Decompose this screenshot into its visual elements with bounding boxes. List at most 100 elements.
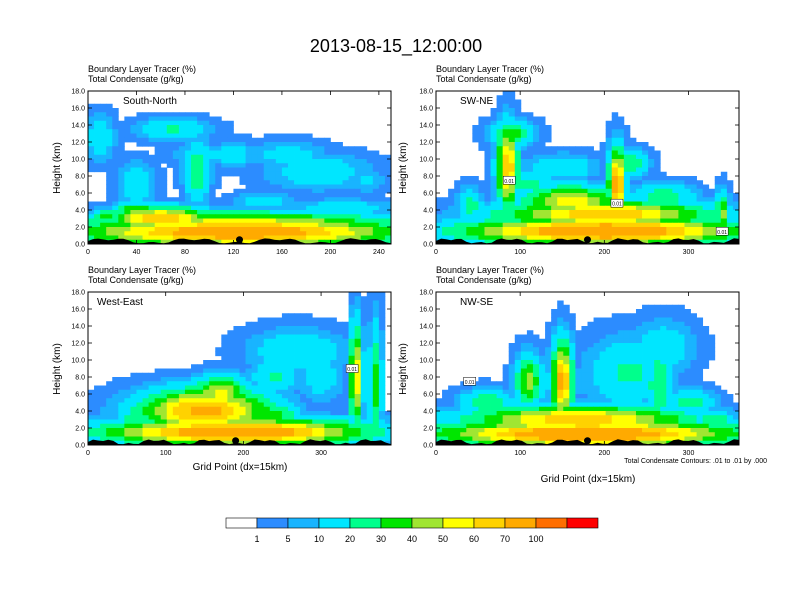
field-cell (696, 428, 704, 433)
field-cell (642, 218, 649, 224)
field-cell (160, 436, 168, 442)
field-cell (484, 227, 491, 232)
field-cell (263, 188, 271, 194)
field-cell (654, 381, 661, 386)
field-cell (300, 235, 307, 241)
field-cell (545, 381, 552, 386)
field-cell (306, 347, 313, 352)
field-cell (623, 377, 631, 382)
field-cell (160, 227, 168, 232)
field-cell (593, 364, 601, 369)
field-cell (312, 402, 319, 408)
field-cell (466, 188, 473, 194)
field-cell (654, 347, 661, 352)
field-cell (593, 321, 601, 327)
field-cell (318, 231, 325, 236)
field-cell (720, 398, 728, 403)
field-cell (378, 326, 386, 331)
field-cell (490, 180, 497, 185)
field-cell (366, 154, 374, 160)
field-cell (336, 415, 343, 420)
field-cell (557, 372, 564, 378)
field-cell (605, 188, 613, 194)
field-cell (732, 227, 739, 232)
field-cell (281, 440, 289, 445)
field-cell (100, 159, 107, 164)
field-cell (209, 411, 216, 416)
field-cell (209, 428, 216, 433)
field-cell (508, 385, 516, 391)
field-cell (203, 150, 210, 156)
field-cell (508, 116, 516, 122)
field-cell (605, 394, 613, 399)
field-cell (563, 205, 570, 211)
field-cell (642, 355, 649, 361)
field-cell (532, 125, 540, 130)
field-cell (642, 176, 649, 181)
field-cell (545, 389, 552, 395)
field-cell (629, 137, 637, 143)
field-cell (605, 210, 613, 215)
field-cell (599, 214, 607, 219)
field-cell (666, 377, 673, 382)
field-cell (551, 411, 558, 416)
field-cell (294, 163, 301, 168)
field-cell (263, 343, 271, 348)
field-cell (642, 398, 649, 403)
field-cell (233, 389, 240, 395)
field-cell (569, 326, 576, 331)
field-cell (281, 317, 289, 323)
field-cell (660, 411, 667, 416)
field-cell (197, 180, 204, 185)
field-cell (227, 406, 234, 412)
field-cell (508, 108, 516, 113)
field-cell (666, 406, 673, 412)
field-cell (593, 171, 601, 177)
field-cell (478, 184, 485, 190)
field-cell (342, 402, 349, 408)
field-cell (448, 193, 455, 198)
field-cell (520, 381, 528, 386)
field-cell (136, 222, 143, 228)
field-cell (514, 368, 522, 374)
field-cell (520, 116, 528, 122)
field-cell (154, 146, 162, 151)
field-cell (257, 347, 265, 352)
field-cell (330, 163, 337, 168)
field-cell (94, 214, 101, 219)
field-cell (178, 150, 186, 156)
y-tick-label: 12.0 (71, 140, 85, 147)
field-cell (209, 137, 216, 143)
field-cell (227, 423, 234, 429)
field-cell (88, 125, 95, 130)
field-cell (281, 330, 289, 335)
field-cell (287, 201, 295, 207)
field-cell (660, 193, 667, 198)
field-cell (520, 218, 528, 224)
field-cell (366, 415, 374, 420)
field-cell (251, 330, 259, 335)
field-cell (496, 184, 504, 190)
field-cell (442, 436, 449, 442)
field-cell (166, 227, 174, 232)
field-cell (100, 218, 107, 224)
field-cell (348, 411, 356, 416)
field-cell (490, 159, 497, 164)
field-cell (378, 364, 386, 369)
field-cell (239, 133, 246, 139)
field-cell (287, 214, 295, 219)
field-cell (178, 133, 186, 139)
field-cell (617, 116, 625, 122)
field-cell (366, 205, 374, 211)
field-cell (466, 385, 473, 391)
field-cell (281, 133, 289, 139)
field-cell (575, 205, 582, 211)
field-cell (496, 411, 504, 416)
contour-label: 0.01 (717, 230, 727, 236)
field-cell (348, 180, 356, 185)
panel-label: South-North (123, 96, 177, 107)
field-cell (563, 146, 570, 151)
y-tick-label: 18.0 (71, 290, 85, 297)
field-cell (324, 389, 331, 395)
field-cell (454, 428, 461, 433)
